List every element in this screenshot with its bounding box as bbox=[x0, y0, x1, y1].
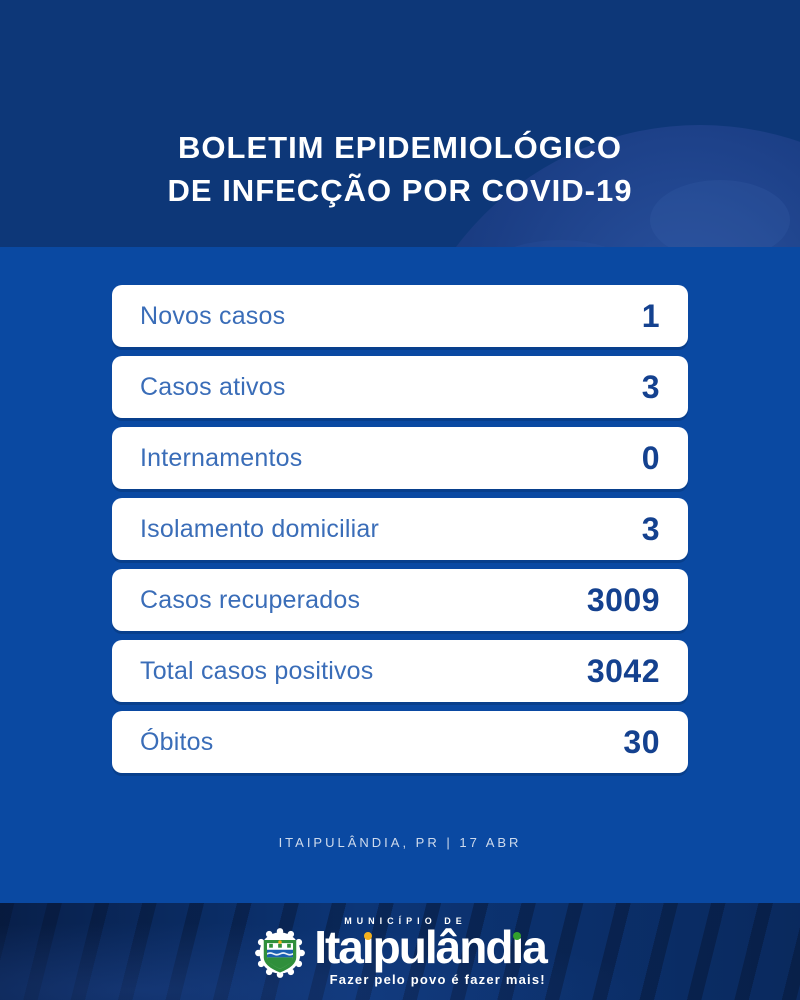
i-dot-green: ı bbox=[511, 921, 524, 974]
title-line-2: DE INFECÇÃO POR COVID-19 bbox=[167, 173, 633, 208]
i-dot-yellow: ı bbox=[361, 921, 375, 974]
name-part: Ita bbox=[314, 921, 364, 974]
stat-card-isolamento-domiciliar: Isolamento domiciliar 3 bbox=[112, 498, 688, 560]
logo-text: MUNICÍPIO DE Itaıpulândıa Fazer pelo pov… bbox=[314, 916, 548, 987]
stat-value: 30 bbox=[623, 723, 660, 760]
footer-band: MUNICÍPIO DE Itaıpulândıa Fazer pelo pov… bbox=[0, 903, 800, 1000]
header: BOLETIM EPIDEMIOLÓGICO DE INFECÇÃO POR C… bbox=[0, 0, 800, 247]
stat-value: 3009 bbox=[586, 581, 660, 618]
title-line-1: BOLETIM EPIDEMIOLÓGICO bbox=[178, 130, 622, 165]
stat-value: 3 bbox=[641, 368, 660, 405]
location-date: ITAIPULÂNDIA, PR | 17 ABR bbox=[278, 835, 522, 850]
stats-section: Novos casos 1 Casos ativos 3 Internament… bbox=[0, 247, 800, 903]
municipality-label: MUNICÍPIO DE bbox=[344, 916, 467, 927]
coronavirus-image bbox=[456, 125, 800, 247]
stat-card-casos-recuperados: Casos recuperados 3009 bbox=[112, 569, 688, 631]
stat-label: Casos ativos bbox=[140, 372, 286, 401]
municipality-name: Itaıpulândıa bbox=[314, 921, 548, 974]
stat-label: Isolamento domiciliar bbox=[140, 514, 380, 543]
stat-card-novos-casos: Novos casos 1 bbox=[112, 285, 688, 347]
stat-card-internamentos: Internamentos 0 bbox=[112, 427, 688, 489]
municipality-tagline: Fazer pelo povo é fazer mais! bbox=[329, 971, 546, 987]
stat-value: 3 bbox=[641, 510, 660, 547]
name-part: a bbox=[522, 921, 548, 974]
stat-card-casos-ativos: Casos ativos 3 bbox=[112, 356, 688, 418]
municipal-crest-icon bbox=[255, 927, 306, 978]
stat-value: 0 bbox=[641, 439, 660, 476]
name-part: pulând bbox=[372, 921, 514, 974]
stat-card-obitos: Óbitos 30 bbox=[112, 711, 688, 773]
stat-label: Óbitos bbox=[140, 727, 214, 756]
stat-label: Internamentos bbox=[140, 443, 303, 472]
stat-card-total-casos-positivos: Total casos positivos 3042 bbox=[112, 640, 688, 702]
stat-label: Casos recuperados bbox=[140, 585, 361, 614]
stat-value: 3042 bbox=[586, 652, 660, 689]
stat-value: 1 bbox=[641, 297, 660, 334]
stats-list: Novos casos 1 Casos ativos 3 Internament… bbox=[112, 247, 688, 773]
stat-label: Total casos positivos bbox=[140, 656, 374, 685]
municipality-logo: MUNICÍPIO DE Itaıpulândıa Fazer pelo pov… bbox=[0, 903, 800, 1000]
stat-label: Novos casos bbox=[140, 301, 286, 330]
page-title: BOLETIM EPIDEMIOLÓGICO DE INFECÇÃO POR C… bbox=[0, 126, 800, 212]
